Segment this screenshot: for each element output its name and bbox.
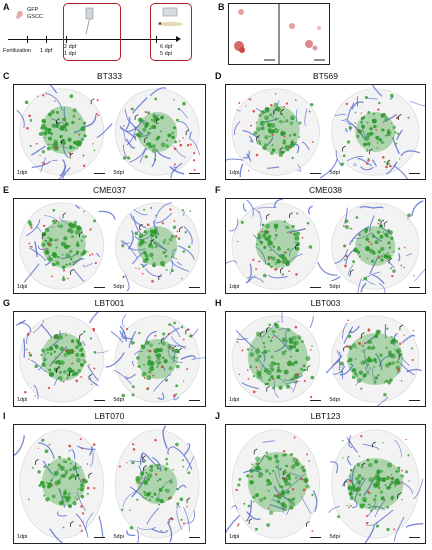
timepoint-label-1dpi: 1dpi: [17, 284, 28, 290]
scale-bar: [189, 173, 200, 174]
microscopy-panel-h: 1dpi 5dpi: [225, 311, 426, 407]
scale-bar: [409, 537, 420, 538]
panel-b-image: [228, 3, 330, 65]
timepoint-label-1dpi: 1dpi: [17, 170, 28, 176]
timepoint-label-1dpi: 1dpi: [17, 534, 28, 540]
timeline-label-2dpf: 2 dpf: [64, 44, 77, 50]
timeline-label-fertilization: Fertilization: [3, 48, 32, 54]
timepoint-label-5dpi: 5dpi: [113, 534, 124, 540]
timepoint-label-5dpi: 5dpi: [329, 397, 340, 403]
scale-bar: [189, 537, 200, 538]
timeline-label-6dpf: 6 dpf: [160, 44, 173, 50]
scale-bar: [309, 287, 321, 288]
timepoint-label-1dpi: 1dpi: [229, 170, 240, 176]
timepoint-label-1dpi: 1dpi: [229, 397, 240, 403]
scale-bar: [409, 173, 420, 174]
timeline-label-1dpf: 1 dpf: [40, 48, 53, 54]
panel-label-a: A: [3, 2, 10, 12]
panel-title-c: BT333: [96, 71, 123, 81]
panel-label-i: I: [3, 411, 6, 421]
panel-title-i: LBT070: [94, 411, 125, 421]
panel-label-d: D: [215, 71, 222, 81]
panel-label-h: H: [215, 298, 222, 308]
scale-bar: [93, 287, 105, 288]
panel-title-f: CME038: [308, 185, 343, 195]
scale-bar: [93, 173, 105, 174]
gscc-label: GSCC: [27, 14, 43, 20]
panel-label-g: G: [3, 298, 11, 308]
gfp-label: GFP: [27, 7, 39, 13]
scale-bar: [93, 537, 105, 538]
microscopy-panel-g: 1dpi 5dpi: [13, 311, 206, 407]
timeline-label-1dpi: 1 dpi: [64, 51, 76, 57]
imaging-frame: [150, 3, 192, 61]
scale-bar: [93, 400, 105, 401]
timepoint-label-5dpi: 5dpi: [113, 284, 124, 290]
scale-bar: [189, 400, 200, 401]
tick-6dpf: [156, 36, 157, 43]
scale-bar: [409, 287, 420, 288]
cells-icon: [14, 9, 26, 21]
scale-bar: [189, 287, 200, 288]
timepoint-label-1dpi: 1dpi: [17, 397, 28, 403]
panel-label-f: F: [215, 185, 221, 195]
timeline-arrowhead: [176, 36, 181, 42]
scale-bar: [309, 400, 321, 401]
timepoint-label-5dpi: 5dpi: [329, 534, 340, 540]
panel-label-j: J: [215, 411, 221, 421]
panel-title-g: LBT001: [94, 298, 125, 308]
panel-label-e: E: [3, 185, 10, 195]
tick-1dpf: [46, 36, 47, 43]
timepoint-label-5dpi: 5dpi: [113, 170, 124, 176]
timepoint-label-5dpi: 5dpi: [113, 397, 124, 403]
timepoint-label-1dpi: 1dpi: [229, 284, 240, 290]
panel-title-j: LBT123: [310, 411, 341, 421]
panel-title-e: CME037: [92, 185, 127, 195]
microscopy-panel-d: 1dpi 5dpi: [225, 84, 426, 180]
microscopy-panel-i: 1dpi 5dpi: [13, 424, 206, 544]
panel-label-c: C: [3, 71, 10, 81]
microscopy-panel-j: 1dpi 5dpi: [225, 424, 426, 544]
timepoint-label-5dpi: 5dpi: [329, 284, 340, 290]
panel-title-d: BT569: [312, 71, 339, 81]
panel-label-b: B: [218, 2, 225, 12]
tick-2dpf: [66, 36, 67, 43]
panel-title-h: LBT003: [310, 298, 341, 308]
timeline-axis: [8, 39, 178, 40]
scale-bar: [309, 173, 321, 174]
timepoint-label-1dpi: 1dpi: [229, 534, 240, 540]
scale-bar: [409, 400, 420, 401]
injection-frame: [63, 3, 121, 61]
timeline-label-5dpi: 5 dpi: [160, 51, 172, 57]
tick-fertilization: [27, 36, 28, 43]
scale-bar: [309, 537, 321, 538]
timepoint-label-5dpi: 5dpi: [329, 170, 340, 176]
microscopy-panel-e: 1dpi 5dpi: [13, 198, 206, 294]
microscopy-panel-c: 1dpi 5dpi: [13, 84, 206, 180]
microscopy-panel-f: 1dpi 5dpi: [225, 198, 426, 294]
